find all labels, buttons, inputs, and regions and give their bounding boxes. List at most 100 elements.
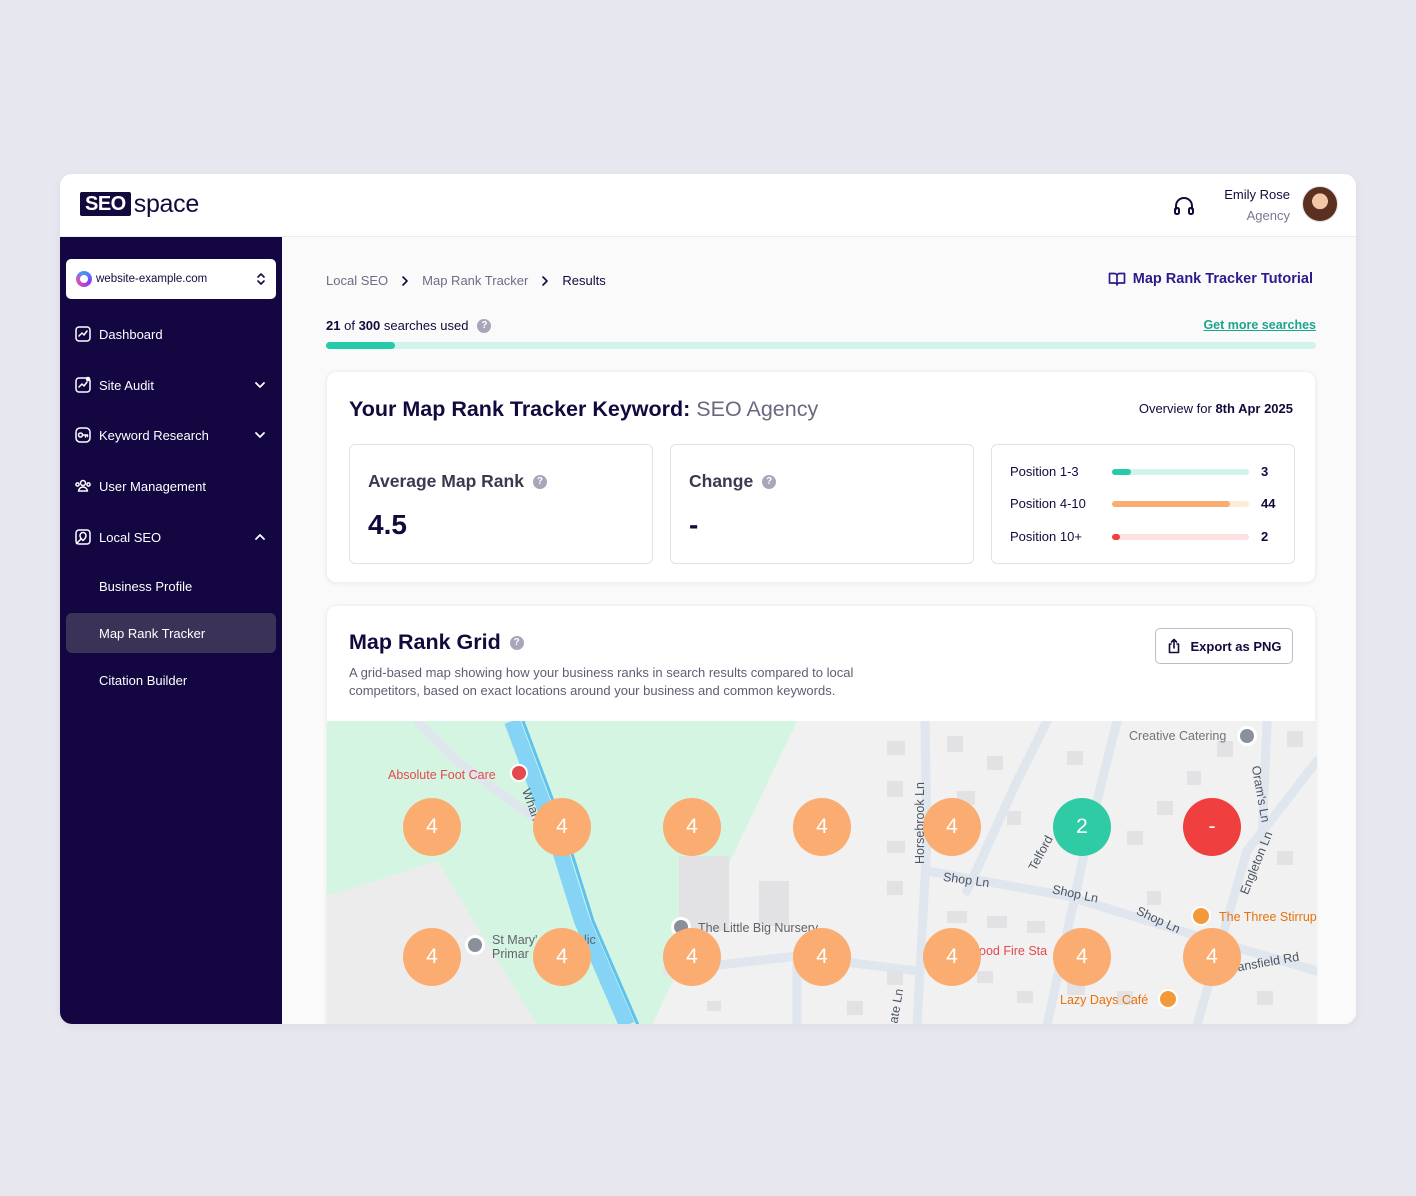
keyword-value: SEO Agency: [696, 397, 819, 421]
site-favicon-icon: [76, 271, 92, 287]
stat-value: -: [689, 509, 699, 540]
poi-label[interactable]: Lazy Days Café: [1060, 993, 1149, 1007]
app-window: SEO space Emily Rose Agency website-exam…: [60, 174, 1356, 1024]
overview-date: Overview for 8th Apr 2025: [1139, 401, 1293, 416]
map-pin-icon: [74, 528, 92, 546]
sidebar-item-dashboard[interactable]: Dashboard: [66, 314, 276, 354]
site-selector-label: website-example.com: [96, 273, 208, 285]
position-bar-fill: [1112, 533, 1121, 540]
bar-icon[interactable]: [1191, 906, 1211, 926]
chevron-right-icon: [535, 274, 555, 288]
poi-label[interactable]: Creative Catering: [1129, 729, 1227, 743]
sidebar-item-site-audit[interactable]: Site Audit: [66, 365, 276, 405]
rank-pin[interactable]: 4: [533, 928, 591, 986]
chevron-up-down-icon: [257, 273, 265, 285]
audit-icon: [74, 376, 92, 394]
breadcrumb: Local SEO Map Rank Tracker Results: [326, 273, 606, 288]
average-map-rank-stat: Average Map Rank? 4.5: [349, 444, 653, 564]
breadcrumb-current: Results: [562, 273, 606, 288]
poi-label[interactable]: ood Fire Sta: [979, 944, 1048, 958]
position-bar: [1112, 533, 1249, 540]
user-role: Agency: [1246, 208, 1290, 223]
rank-pin[interactable]: 4: [403, 928, 461, 986]
stat-label: Average Map Rank?: [368, 471, 547, 492]
help-icon[interactable]: ?: [477, 318, 492, 333]
position-bar: [1112, 500, 1249, 507]
search-usage: 21 of 300 searches used ?: [326, 318, 492, 333]
school-icon[interactable]: [465, 935, 485, 955]
stat-label-text: Change: [689, 471, 754, 491]
cafe-icon[interactable]: [1158, 989, 1178, 1009]
keyword-title: Your Map Rank Tracker Keyword: SEO Agenc…: [349, 397, 818, 422]
usage-progress-bar: [326, 342, 1316, 349]
avatar[interactable]: [1302, 186, 1338, 222]
support-headset-icon[interactable]: [1172, 194, 1196, 218]
poi-label[interactable]: The Little Big Nursery: [698, 921, 819, 935]
rank-pin[interactable]: 4: [923, 928, 981, 986]
change-stat: Change? -: [670, 444, 974, 564]
usage-total: 300: [358, 318, 381, 333]
map-view[interactable]: Absolute Foot Care Creative Catering St …: [327, 721, 1317, 1024]
tutorial-link-label: Map Rank Tracker Tutorial: [1132, 271, 1313, 287]
medical-icon[interactable]: [510, 764, 528, 782]
sidebar-subitem-map-rank-tracker[interactable]: Map Rank Tracker: [66, 613, 276, 653]
position-row: Position 4-10 44: [1010, 496, 1275, 511]
breadcrumb-item[interactable]: Local SEO: [326, 273, 389, 288]
stat-label: Change?: [689, 471, 777, 492]
poi-label[interactable]: St Mary': [492, 933, 538, 947]
key-icon: [74, 426, 92, 444]
rank-pin[interactable]: 4: [923, 798, 981, 856]
chevron-down-icon: [255, 382, 265, 388]
position-bar-fill: [1112, 500, 1230, 507]
usage-suffix: searches used: [383, 318, 469, 333]
keyword-card: Your Map Rank Tracker Keyword: SEO Agenc…: [326, 371, 1316, 583]
sidebar-item-local-seo[interactable]: Local SEO: [66, 517, 276, 557]
help-icon[interactable]: ?: [762, 474, 777, 489]
export-png-button[interactable]: Export as PNG: [1155, 628, 1293, 664]
rank-pin[interactable]: 4: [793, 928, 851, 986]
brand-logo[interactable]: SEO space: [80, 190, 200, 218]
sidebar-item-user-management[interactable]: User Management: [66, 466, 276, 506]
rank-pin[interactable]: 2: [1053, 798, 1111, 856]
rank-pin[interactable]: 4: [1183, 928, 1241, 986]
place-icon[interactable]: [1237, 726, 1257, 746]
logo-mark: SEO: [80, 192, 131, 216]
overview-date-value: 8th Apr 2025: [1215, 401, 1293, 416]
position-distribution: Position 1-3 3 Position 4-10 44 Position…: [991, 444, 1295, 564]
usage-progress-fill: [326, 342, 396, 349]
sidebar-item-label: Dashboard: [99, 326, 163, 342]
poi-label[interactable]: lic: [584, 933, 596, 947]
rank-pin[interactable]: 4: [663, 928, 721, 986]
help-icon[interactable]: ?: [532, 474, 547, 489]
tutorial-link[interactable]: Map Rank Tracker Tutorial: [1108, 271, 1313, 287]
poi-label[interactable]: Absolute Foot Care: [388, 768, 496, 782]
help-icon[interactable]: ?: [509, 635, 524, 650]
position-label: Position 4-10: [1010, 496, 1086, 511]
rank-pin[interactable]: 4: [533, 798, 591, 856]
position-row: Position 1-3 3: [1010, 464, 1268, 479]
breadcrumb-item[interactable]: Map Rank Tracker: [422, 273, 529, 288]
book-icon: [1108, 272, 1126, 286]
logo-wordmark: space: [133, 190, 200, 218]
rank-pin[interactable]: 4: [1053, 928, 1111, 986]
usage-used: 21: [326, 318, 341, 333]
poi-label[interactable]: Primar: [492, 947, 529, 961]
rank-pin[interactable]: -: [1183, 798, 1241, 856]
position-count: 2: [1261, 529, 1269, 544]
user-info[interactable]: Emily Rose Agency: [1224, 187, 1290, 223]
sidebar-subitem-citation-builder[interactable]: Citation Builder: [66, 660, 276, 700]
position-count: 44: [1261, 496, 1276, 511]
chevron-right-icon: [395, 274, 415, 288]
rank-pin[interactable]: 4: [793, 798, 851, 856]
share-icon: [1169, 638, 1180, 654]
main-content: Local SEO Map Rank Tracker Results Map R…: [282, 237, 1356, 1024]
map-rank-grid-title-text: Map Rank Grid: [349, 630, 501, 654]
site-selector[interactable]: website-example.com: [66, 259, 276, 299]
user-name: Emily Rose: [1224, 187, 1290, 202]
poi-label[interactable]: The Three Stirrup: [1219, 910, 1317, 924]
rank-pin[interactable]: 4: [663, 798, 721, 856]
sidebar-item-keyword-research[interactable]: Keyword Research: [66, 415, 276, 455]
sidebar-subitem-business-profile[interactable]: Business Profile: [66, 566, 276, 606]
get-more-searches-link[interactable]: Get more searches: [1203, 318, 1316, 332]
rank-pin[interactable]: 4: [403, 798, 461, 856]
